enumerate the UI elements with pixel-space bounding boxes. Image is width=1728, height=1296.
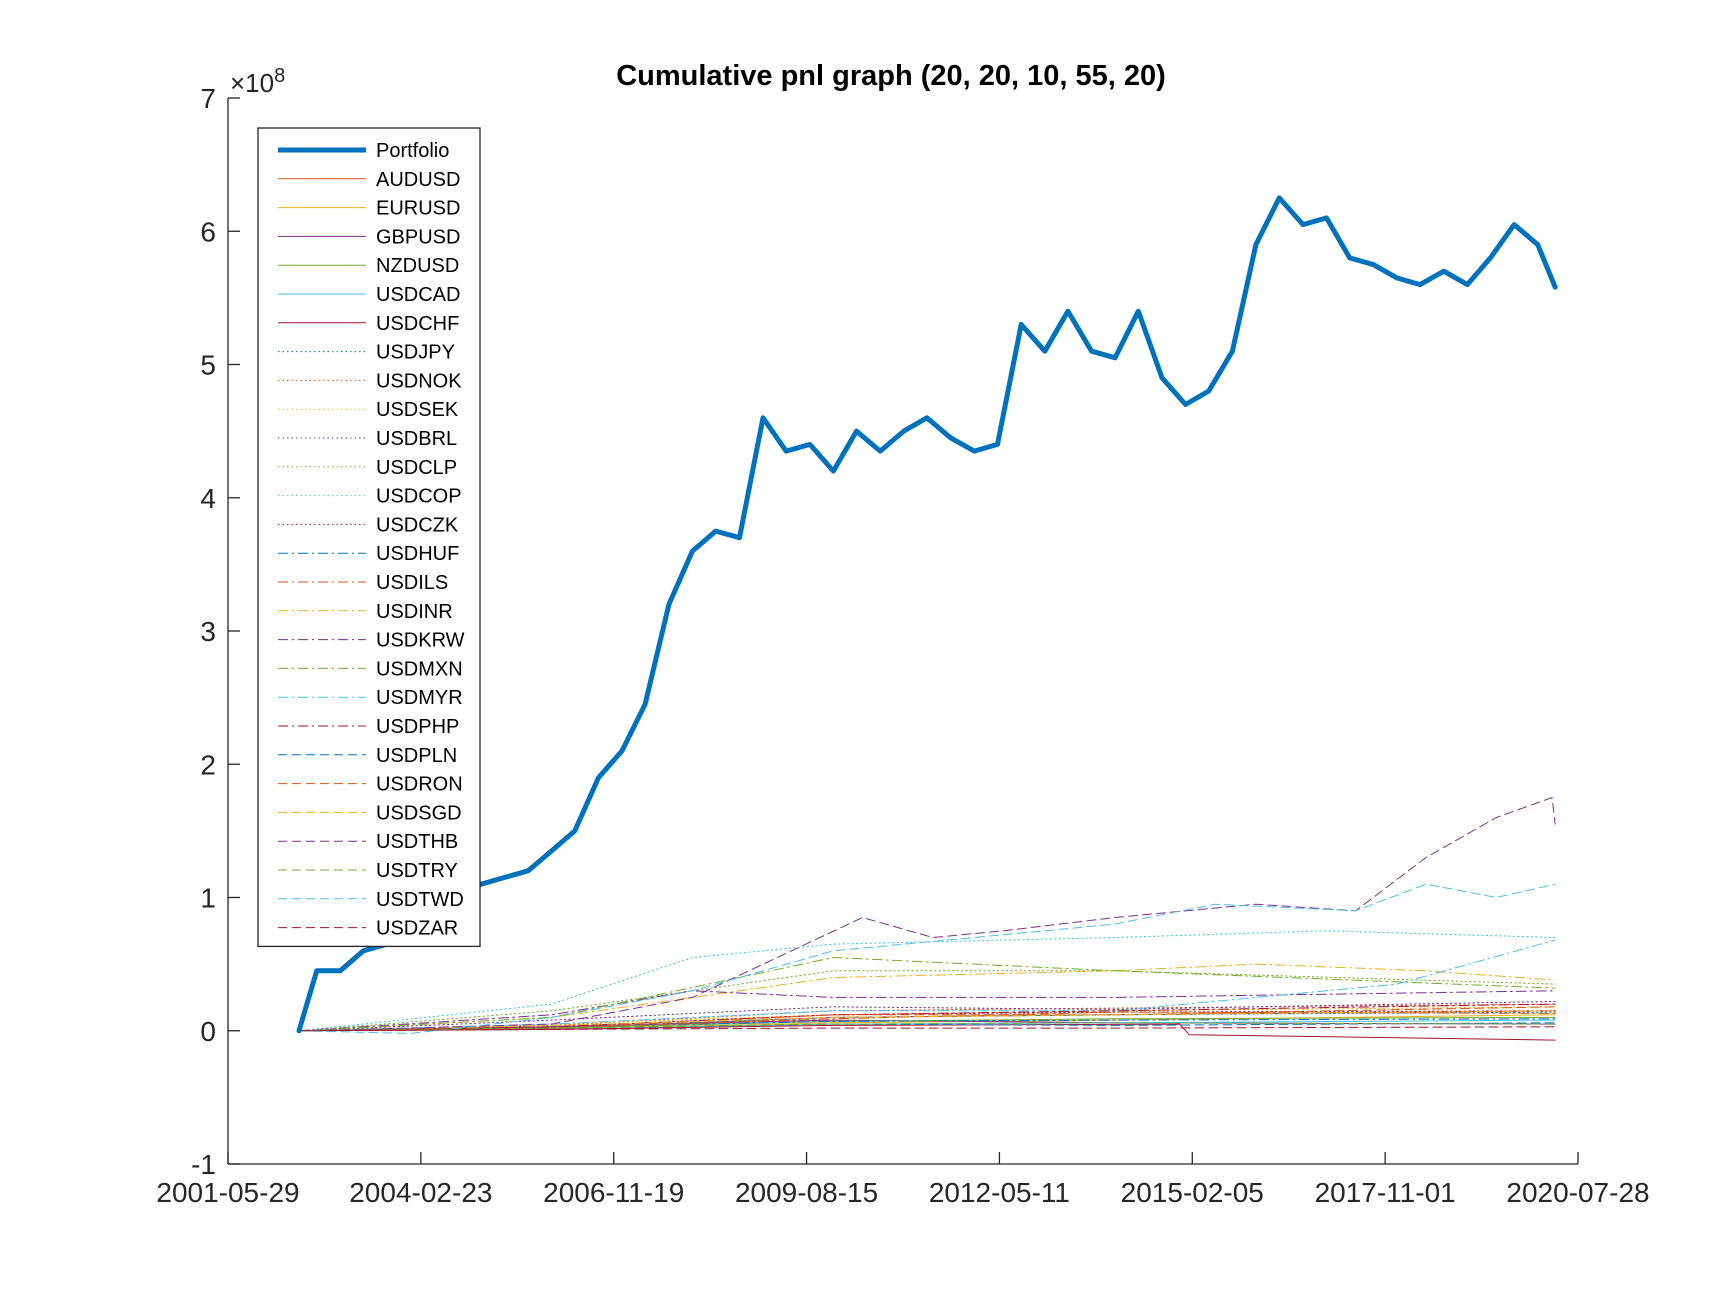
legend-label: USDZAR	[376, 918, 458, 940]
legend: Portfolio AUDUSD EURUSD GBPUSD NZDUSD USDCAD U…	[257, 127, 481, 948]
legend-label: USDCOP	[376, 486, 462, 508]
y-multiplier: ×108	[230, 65, 285, 98]
legend-label: USDMYR	[376, 687, 463, 709]
legend-label: USDSEK	[376, 399, 459, 421]
series-line-usdmyr	[298, 939, 1556, 1032]
y-tick-label: 0	[200, 1016, 216, 1047]
legend-label: USDPLN	[376, 745, 457, 767]
x-tick-label: 2020-07-28	[1506, 1177, 1649, 1208]
x-tick-label: 2001-05-29	[156, 1177, 299, 1208]
legend-label: EURUSD	[376, 198, 460, 220]
legend-label: USDILS	[376, 572, 448, 594]
y-tick-label: 7	[200, 83, 216, 114]
legend-box	[257, 127, 481, 948]
legend-label: USDJPY	[376, 342, 455, 364]
legend-label: NZDUSD	[376, 255, 459, 277]
y-multiplier-label: ×10	[230, 68, 274, 98]
x-tick-label: 2006-11-19	[543, 1177, 684, 1208]
series-line-usdthb	[298, 797, 1556, 1032]
series-line-usdbrl	[298, 1000, 1556, 1032]
x-tick-label: 2004-02-23	[349, 1177, 492, 1208]
x-tick-label: 2012-05-11	[929, 1177, 1070, 1208]
legend-label: Portfolio	[376, 140, 449, 162]
legend-label: USDMXN	[376, 658, 463, 680]
y-tick-label: 3	[200, 616, 216, 647]
legend-label: USDBRL	[376, 428, 457, 450]
series-line-usdzar	[298, 1026, 1556, 1032]
legend-label: USDHUF	[376, 543, 459, 565]
series-line-portfolio	[296, 195, 1558, 1034]
legend-label: USDKRW	[376, 630, 465, 652]
y-tick-label: 5	[200, 350, 216, 381]
legend-label: USDCLP	[376, 457, 457, 479]
legend-label: AUDUSD	[376, 169, 460, 191]
legend-label: USDCZK	[376, 514, 459, 536]
legend-label: USDTRY	[376, 860, 458, 882]
series-line-usdtry	[298, 1022, 1556, 1032]
y-tick-label: -1	[191, 1149, 216, 1180]
series-line-usdtwd	[298, 883, 1556, 1034]
legend-label: USDTHB	[376, 831, 458, 853]
y-tick-label: 1	[200, 883, 216, 914]
x-tick-label: 2017-11-01	[1315, 1177, 1456, 1208]
x-tick-label: 2015-02-05	[1121, 1177, 1264, 1208]
legend-label: USDCAD	[376, 284, 460, 306]
chart-title: Cumulative pnl graph (20, 20, 10, 55, 20…	[616, 60, 1166, 92]
legend-label: USDTWD	[376, 889, 464, 911]
x-tick-label: 2009-08-15	[735, 1177, 878, 1208]
series-line-usdinr	[298, 963, 1556, 1032]
series-line-usdkrw	[298, 990, 1556, 1032]
axes: -1 0 1 2 3 4 5 6 7 2001-05-29 2004-02-23 2006-11-19…	[156, 83, 1649, 1208]
legend-label: USDNOK	[376, 370, 462, 392]
series-layer	[296, 195, 1558, 1041]
y-tick-label: 4	[200, 483, 216, 514]
legend-label: USDINR	[376, 601, 453, 623]
series-line-usdmxn	[298, 957, 1556, 1032]
y-tick-label: 6	[200, 216, 216, 247]
legend-label: USDPHP	[376, 716, 459, 738]
y-multiplier-exponent: 8	[274, 65, 285, 87]
legend-label: USDCHF	[376, 313, 459, 335]
legend-label: USDRON	[376, 774, 463, 796]
svg-text:×108: ×108	[230, 65, 285, 98]
legend-label: USDSGD	[376, 802, 462, 824]
y-tick-label: 2	[200, 749, 216, 780]
legend-label: GBPUSD	[376, 226, 460, 248]
